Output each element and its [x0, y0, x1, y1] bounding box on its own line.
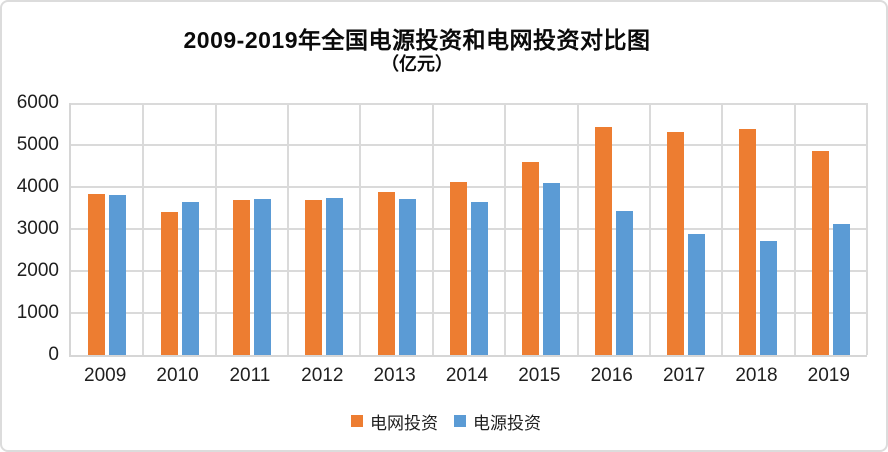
bar-电源投资-2011	[253, 199, 271, 355]
chart-subtitle: （亿元）	[381, 54, 453, 74]
y-axis-label: 3000	[16, 218, 59, 239]
gridline-vertical	[214, 103, 217, 355]
gridline-vertical	[721, 103, 724, 355]
bar-电源投资-2012	[326, 197, 344, 355]
gridline-vertical	[359, 103, 362, 355]
bar-电源投资-2015	[543, 183, 561, 355]
gridline-horizontal	[71, 144, 867, 146]
bar-电网投资-2019	[811, 151, 829, 355]
gridline-vertical	[431, 103, 434, 355]
gridline-vertical	[793, 103, 796, 355]
bar-电源投资-2016	[615, 210, 633, 355]
legend-label: 电源投资	[473, 413, 541, 433]
gridline-vertical	[504, 103, 507, 355]
x-axis-label: 2012	[301, 365, 344, 386]
y-axis-label: 4000	[16, 176, 59, 197]
x-axis-label: 2019	[807, 365, 850, 386]
gridline-vertical	[866, 103, 868, 355]
y-axis-label: 5000	[16, 134, 59, 155]
bar-电源投资-2018	[760, 240, 778, 355]
x-axis-label: 2016	[590, 365, 633, 386]
x-axis-label: 2010	[156, 365, 199, 386]
bar-电网投资-2009	[88, 194, 106, 355]
legend-item-电源投资: 电源投资	[454, 409, 541, 434]
bar-电网投资-2018	[739, 129, 757, 355]
x-axis-label: 2018	[735, 365, 778, 386]
bar-电网投资-2017	[667, 131, 685, 355]
bar-电网投资-2015	[522, 161, 540, 355]
gridline-vertical	[287, 103, 290, 355]
y-axis-label: 6000	[16, 92, 59, 113]
legend-item-电网投资: 电网投资	[351, 409, 438, 434]
gridline-horizontal	[71, 312, 867, 314]
legend-swatch-icon	[454, 415, 466, 427]
x-axis-label: 2011	[229, 365, 271, 386]
bar-电源投资-2010	[181, 201, 199, 355]
gridline-horizontal	[71, 270, 867, 272]
bar-电源投资-2009	[109, 195, 127, 355]
y-axis-label: 1000	[16, 302, 59, 323]
gridline-horizontal	[71, 103, 867, 105]
legend-label: 电网投资	[370, 413, 438, 433]
y-axis-label: 2000	[16, 260, 59, 281]
gridline-vertical	[576, 103, 579, 355]
bar-电源投资-2019	[832, 223, 850, 355]
x-axis: 2009 2010 2011 2012 2013 2014 2015 2016 2017 2018…	[2, 365, 886, 389]
bar-电源投资-2013	[398, 199, 416, 355]
x-axis-label: 2009	[84, 365, 127, 386]
plot-area	[69, 103, 868, 357]
gridline-horizontal	[71, 186, 867, 188]
x-axis-label: 2015	[518, 365, 561, 386]
bar-电网投资-2016	[594, 126, 612, 355]
legend: 电网投资 电源投资	[2, 409, 886, 434]
bar-电网投资-2010	[160, 211, 178, 355]
x-axis-label: 2014	[445, 365, 489, 386]
bar-电源投资-2017	[688, 233, 706, 355]
x-axis-label: 2017	[662, 365, 706, 386]
bar-电网投资-2011	[232, 200, 250, 355]
bar-电网投资-2012	[305, 200, 323, 355]
bar-电网投资-2014	[450, 181, 467, 355]
legend-swatch-icon	[351, 415, 363, 427]
gridline-horizontal	[71, 228, 867, 230]
y-axis: 0 1000 2000 3000 4000 5000 6000	[2, 2, 59, 450]
x-axis-label: 2013	[373, 365, 416, 386]
gridline-vertical	[648, 103, 651, 355]
chart-title: 2009-2019年全国电源投资和电网投资对比图	[183, 27, 651, 53]
bar-电源投资-2014	[471, 201, 488, 355]
bar-电网投资-2013	[377, 192, 395, 355]
gridline-vertical	[142, 103, 145, 355]
y-axis-label: 0	[48, 344, 59, 365]
